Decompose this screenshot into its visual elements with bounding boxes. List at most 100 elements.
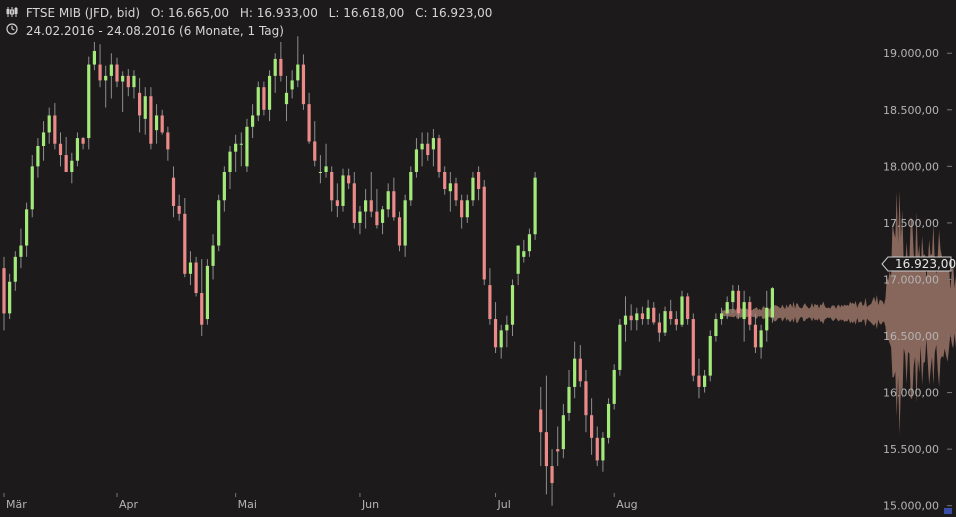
candle bbox=[601, 432, 605, 472]
candle bbox=[708, 330, 712, 382]
candle bbox=[341, 168, 345, 212]
candle bbox=[290, 70, 294, 99]
candle-body bbox=[87, 64, 91, 139]
candle bbox=[70, 152, 74, 184]
y-tick-label: 18.000,00 bbox=[883, 160, 939, 173]
candle bbox=[324, 143, 328, 178]
candle bbox=[256, 81, 260, 122]
candle-body bbox=[222, 172, 226, 201]
candle-body bbox=[714, 319, 718, 337]
candle bbox=[736, 285, 741, 320]
candle-body bbox=[126, 75, 130, 88]
candle-body bbox=[149, 96, 153, 144]
y-tick-label: 16.500,00 bbox=[883, 330, 939, 343]
candle bbox=[188, 251, 193, 286]
y-tick-label: 17.500,00 bbox=[883, 217, 939, 230]
candle-body bbox=[606, 403, 611, 438]
candle bbox=[335, 183, 339, 218]
candle-body bbox=[318, 172, 322, 174]
candle-body bbox=[160, 115, 164, 133]
candle-body bbox=[703, 375, 707, 387]
candle bbox=[561, 403, 565, 459]
candle bbox=[635, 307, 639, 331]
corner-indicator[interactable] bbox=[944, 508, 952, 514]
candle-body bbox=[25, 209, 29, 246]
candle-body bbox=[335, 200, 339, 206]
candle-body bbox=[104, 75, 108, 81]
candle bbox=[98, 44, 102, 88]
candle bbox=[431, 129, 435, 167]
candlestick-icon[interactable] bbox=[6, 6, 19, 20]
candle-body bbox=[200, 293, 204, 325]
y-tick-label: 17.000,00 bbox=[883, 273, 939, 286]
candle bbox=[25, 202, 29, 257]
candle bbox=[239, 132, 243, 167]
candle bbox=[482, 179, 486, 286]
candle-body bbox=[397, 217, 402, 246]
candle-body bbox=[324, 166, 328, 173]
candle-body bbox=[443, 172, 447, 189]
candle bbox=[347, 168, 351, 189]
candle bbox=[590, 398, 594, 455]
candle-body bbox=[53, 115, 57, 144]
candle-body bbox=[708, 336, 712, 376]
candle bbox=[460, 194, 464, 229]
candle-body bbox=[595, 437, 599, 461]
candle-body bbox=[183, 213, 187, 274]
candle bbox=[623, 296, 628, 342]
candle bbox=[81, 136, 85, 150]
candle bbox=[296, 36, 300, 88]
candle bbox=[691, 313, 695, 382]
candle-body bbox=[414, 149, 419, 173]
candle-body bbox=[663, 311, 667, 333]
candle-body bbox=[239, 143, 243, 145]
candle-body bbox=[166, 132, 170, 150]
candle-body bbox=[245, 126, 249, 167]
candle bbox=[759, 324, 763, 359]
candle-body bbox=[669, 311, 673, 320]
candle bbox=[369, 172, 373, 218]
candle-body bbox=[234, 143, 238, 152]
candle-body bbox=[30, 166, 34, 210]
candle-body bbox=[188, 262, 193, 274]
candle bbox=[358, 205, 362, 235]
candle-body bbox=[369, 200, 373, 212]
candle-body bbox=[19, 245, 23, 257]
candle bbox=[686, 293, 690, 325]
y-tick-label: 15.500,00 bbox=[883, 443, 939, 456]
candle-body bbox=[256, 87, 260, 116]
candle-body bbox=[36, 145, 40, 167]
candle bbox=[499, 324, 503, 359]
candle-body bbox=[527, 234, 532, 252]
candle bbox=[539, 386, 543, 467]
candle bbox=[177, 194, 181, 221]
candle-body bbox=[686, 296, 690, 320]
candle-body bbox=[47, 115, 51, 133]
candle bbox=[30, 155, 34, 218]
clock-icon bbox=[6, 23, 19, 38]
candle-body bbox=[352, 183, 356, 223]
candle-body bbox=[471, 177, 475, 201]
candle bbox=[53, 103, 57, 150]
candle-body bbox=[194, 262, 198, 294]
candle bbox=[680, 290, 684, 327]
candle-body bbox=[748, 302, 752, 325]
candle bbox=[364, 188, 368, 229]
candle bbox=[573, 341, 577, 399]
candle bbox=[437, 134, 441, 178]
candle bbox=[578, 345, 582, 387]
candle-body bbox=[279, 58, 283, 76]
candle-body bbox=[64, 155, 68, 173]
candle bbox=[138, 78, 142, 133]
candle-body bbox=[510, 285, 515, 325]
candle bbox=[87, 56, 91, 150]
candle-body bbox=[138, 92, 142, 116]
candle-body bbox=[477, 172, 481, 189]
candle bbox=[770, 287, 774, 323]
candle-body bbox=[81, 138, 85, 144]
candle bbox=[550, 449, 554, 506]
candle bbox=[527, 228, 532, 257]
candle-body bbox=[8, 281, 12, 314]
candle-body bbox=[652, 307, 656, 323]
